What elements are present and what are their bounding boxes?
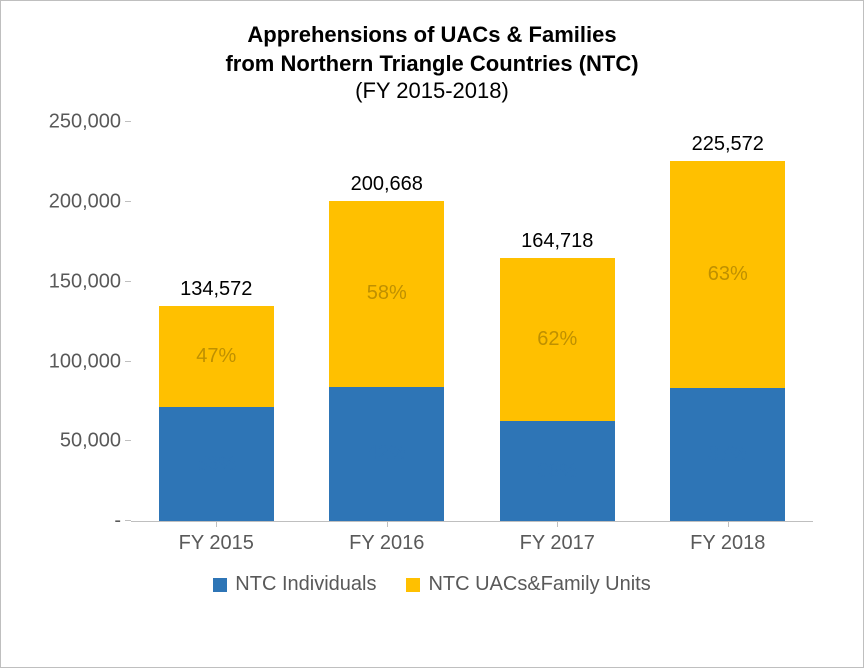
x-axis-tick — [557, 521, 558, 527]
bar-total-label: 200,668 — [351, 173, 423, 196]
bar-segment-uacs-family: 63% — [670, 161, 785, 388]
plot-area: 134,57247%53%200,66858%42%164,71862%38%2… — [131, 122, 813, 522]
bar-group: 134,57247%53% — [159, 306, 274, 521]
bar-segment-individuals: 42% — [329, 387, 444, 522]
bar-segment-individuals: 38% — [500, 421, 615, 521]
y-axis-label: 200,000 — [49, 191, 121, 214]
y-axis-tick — [125, 121, 131, 122]
x-axis-tick — [387, 521, 388, 527]
y-axis-tick — [125, 361, 131, 362]
y-axis-tick — [125, 520, 131, 521]
x-axis-tick — [728, 521, 729, 527]
legend-swatch — [213, 578, 227, 592]
bar-total-label: 225,572 — [692, 133, 764, 156]
title-line-1: Apprehensions of UACs & Families — [31, 21, 833, 50]
bar-total-label: 164,718 — [521, 230, 593, 253]
bar-total-label: 134,572 — [180, 278, 252, 301]
x-axis-label: FY 2017 — [500, 532, 615, 555]
legend-item: NTC UACs&Family Units — [406, 573, 650, 596]
x-axis-label: FY 2015 — [159, 532, 274, 555]
y-axis-tick — [125, 440, 131, 441]
x-axis-tick — [216, 521, 217, 527]
title-line-2: from Northern Triangle Countries (NTC) — [31, 50, 833, 79]
y-axis-label: 250,000 — [49, 111, 121, 134]
legend-label: NTC UACs&Family Units — [428, 573, 650, 596]
bars-row: 134,57247%53%200,66858%42%164,71862%38%2… — [131, 122, 813, 521]
bar-group: 200,66858%42% — [329, 201, 444, 521]
y-axis-tick — [125, 201, 131, 202]
legend: NTC Individuals NTC UACs&Family Units — [31, 573, 833, 596]
y-axis-label: 100,000 — [49, 350, 121, 373]
chart-subtitle: (FY 2015-2018) — [31, 78, 833, 104]
bar-segment-uacs-family: 62% — [500, 258, 615, 421]
y-axis-label: 50,000 — [60, 430, 121, 453]
chart-title: Apprehensions of UACs & Families from No… — [31, 21, 833, 78]
bar-segment-uacs-family: 58% — [329, 201, 444, 387]
x-axis-label: FY 2016 — [329, 532, 444, 555]
bar-segment-individuals: 37% — [670, 388, 785, 521]
y-axis-label: - — [114, 510, 121, 533]
bar-segment-individuals: 53% — [159, 407, 274, 521]
x-axis-label: FY 2018 — [670, 532, 785, 555]
bar-group: 164,71862%38% — [500, 258, 615, 521]
chart-container: Apprehensions of UACs & Families from No… — [0, 0, 864, 668]
legend-swatch — [406, 578, 420, 592]
legend-label: NTC Individuals — [235, 573, 376, 596]
bar-segment-uacs-family: 47% — [159, 306, 274, 407]
legend-item: NTC Individuals — [213, 573, 376, 596]
y-axis-label: 150,000 — [49, 270, 121, 293]
y-axis-tick — [125, 281, 131, 282]
x-axis: FY 2015 FY 2016 FY 2017 FY 2018 — [131, 532, 813, 555]
bar-group: 225,57263%37% — [670, 161, 785, 521]
